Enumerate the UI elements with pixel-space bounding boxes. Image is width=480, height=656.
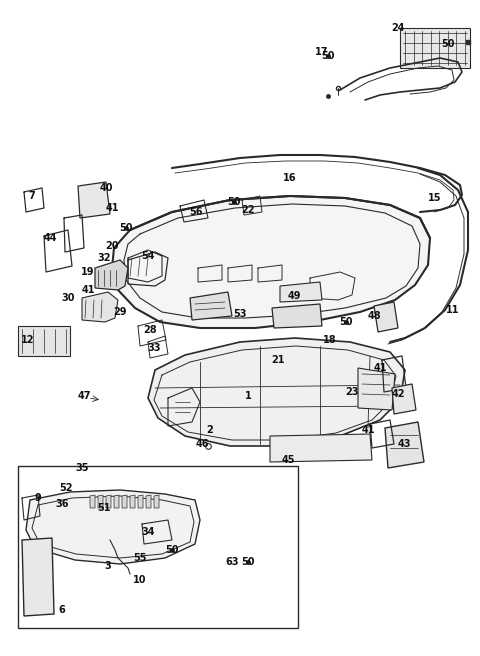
Text: 11: 11 [446, 305, 460, 315]
Text: 15: 15 [428, 193, 442, 203]
Text: 22: 22 [241, 205, 255, 215]
Text: 23: 23 [345, 387, 359, 397]
Text: 50: 50 [165, 545, 179, 555]
Text: 50: 50 [321, 51, 335, 61]
Bar [298, 312, 310, 320]
Polygon shape [90, 495, 95, 508]
Text: 19: 19 [81, 267, 95, 277]
Polygon shape [130, 495, 135, 508]
Text: 48: 48 [367, 311, 381, 321]
Text: 12: 12 [21, 335, 35, 345]
Text: 50: 50 [227, 197, 241, 207]
Polygon shape [98, 495, 103, 508]
Polygon shape [112, 196, 430, 328]
Polygon shape [78, 182, 110, 218]
Text: 9: 9 [35, 493, 41, 503]
Text: 1: 1 [245, 391, 252, 401]
Text: 16: 16 [283, 173, 297, 183]
Text: 54: 54 [141, 251, 155, 261]
Polygon shape [122, 495, 127, 508]
Polygon shape [26, 490, 200, 564]
Text: 51: 51 [97, 503, 111, 513]
Text: 10: 10 [133, 575, 147, 585]
Text: 47: 47 [77, 391, 91, 401]
Polygon shape [280, 282, 322, 302]
Text: 33: 33 [147, 343, 161, 353]
Text: 41: 41 [81, 285, 95, 295]
Text: 50: 50 [441, 39, 455, 49]
Text: 29: 29 [113, 307, 127, 317]
Bar [18, 466, 298, 628]
Polygon shape [190, 292, 232, 320]
Text: 46: 46 [195, 439, 209, 449]
Text: 7: 7 [29, 191, 36, 201]
Polygon shape [95, 260, 128, 290]
Text: 50: 50 [339, 317, 353, 327]
Polygon shape [106, 495, 111, 508]
Text: 20: 20 [105, 241, 119, 251]
Polygon shape [392, 384, 416, 414]
Text: 32: 32 [97, 253, 111, 263]
Polygon shape [82, 292, 118, 322]
Text: 41: 41 [105, 203, 119, 213]
Polygon shape [146, 495, 151, 508]
Text: 43: 43 [397, 439, 411, 449]
Text: 40: 40 [99, 183, 113, 193]
Text: 34: 34 [141, 527, 155, 537]
Bar [280, 312, 292, 320]
Text: 52: 52 [59, 483, 73, 493]
Text: 21: 21 [271, 355, 285, 365]
Polygon shape [114, 495, 119, 508]
Polygon shape [385, 422, 424, 468]
Polygon shape [358, 368, 395, 410]
Polygon shape [270, 434, 372, 462]
Text: 42: 42 [391, 389, 405, 399]
Text: 17: 17 [315, 47, 329, 57]
Text: 41: 41 [373, 363, 387, 373]
Polygon shape [272, 304, 322, 328]
Text: 41: 41 [361, 425, 375, 435]
Text: 30: 30 [61, 293, 75, 303]
Text: 36: 36 [55, 499, 69, 509]
Text: 35: 35 [75, 463, 89, 473]
Text: 49: 49 [287, 291, 301, 301]
Text: 6: 6 [59, 605, 65, 615]
Text: 55: 55 [133, 553, 147, 563]
Polygon shape [22, 538, 54, 616]
Bar [18, 326, 70, 356]
Polygon shape [374, 302, 398, 332]
Text: 45: 45 [281, 455, 295, 465]
Text: 24: 24 [391, 23, 405, 33]
Bar [400, 28, 470, 68]
Text: 2: 2 [206, 425, 214, 435]
Text: 56: 56 [189, 207, 203, 217]
Text: 44: 44 [43, 233, 57, 243]
Text: 53: 53 [233, 309, 247, 319]
Polygon shape [138, 495, 143, 508]
Text: 3: 3 [105, 561, 111, 571]
Text: 50: 50 [119, 223, 133, 233]
Text: 50: 50 [241, 557, 255, 567]
Text: 18: 18 [323, 335, 337, 345]
Polygon shape [148, 338, 405, 446]
Text: 63: 63 [225, 557, 239, 567]
Polygon shape [154, 495, 159, 508]
Text: 28: 28 [143, 325, 157, 335]
